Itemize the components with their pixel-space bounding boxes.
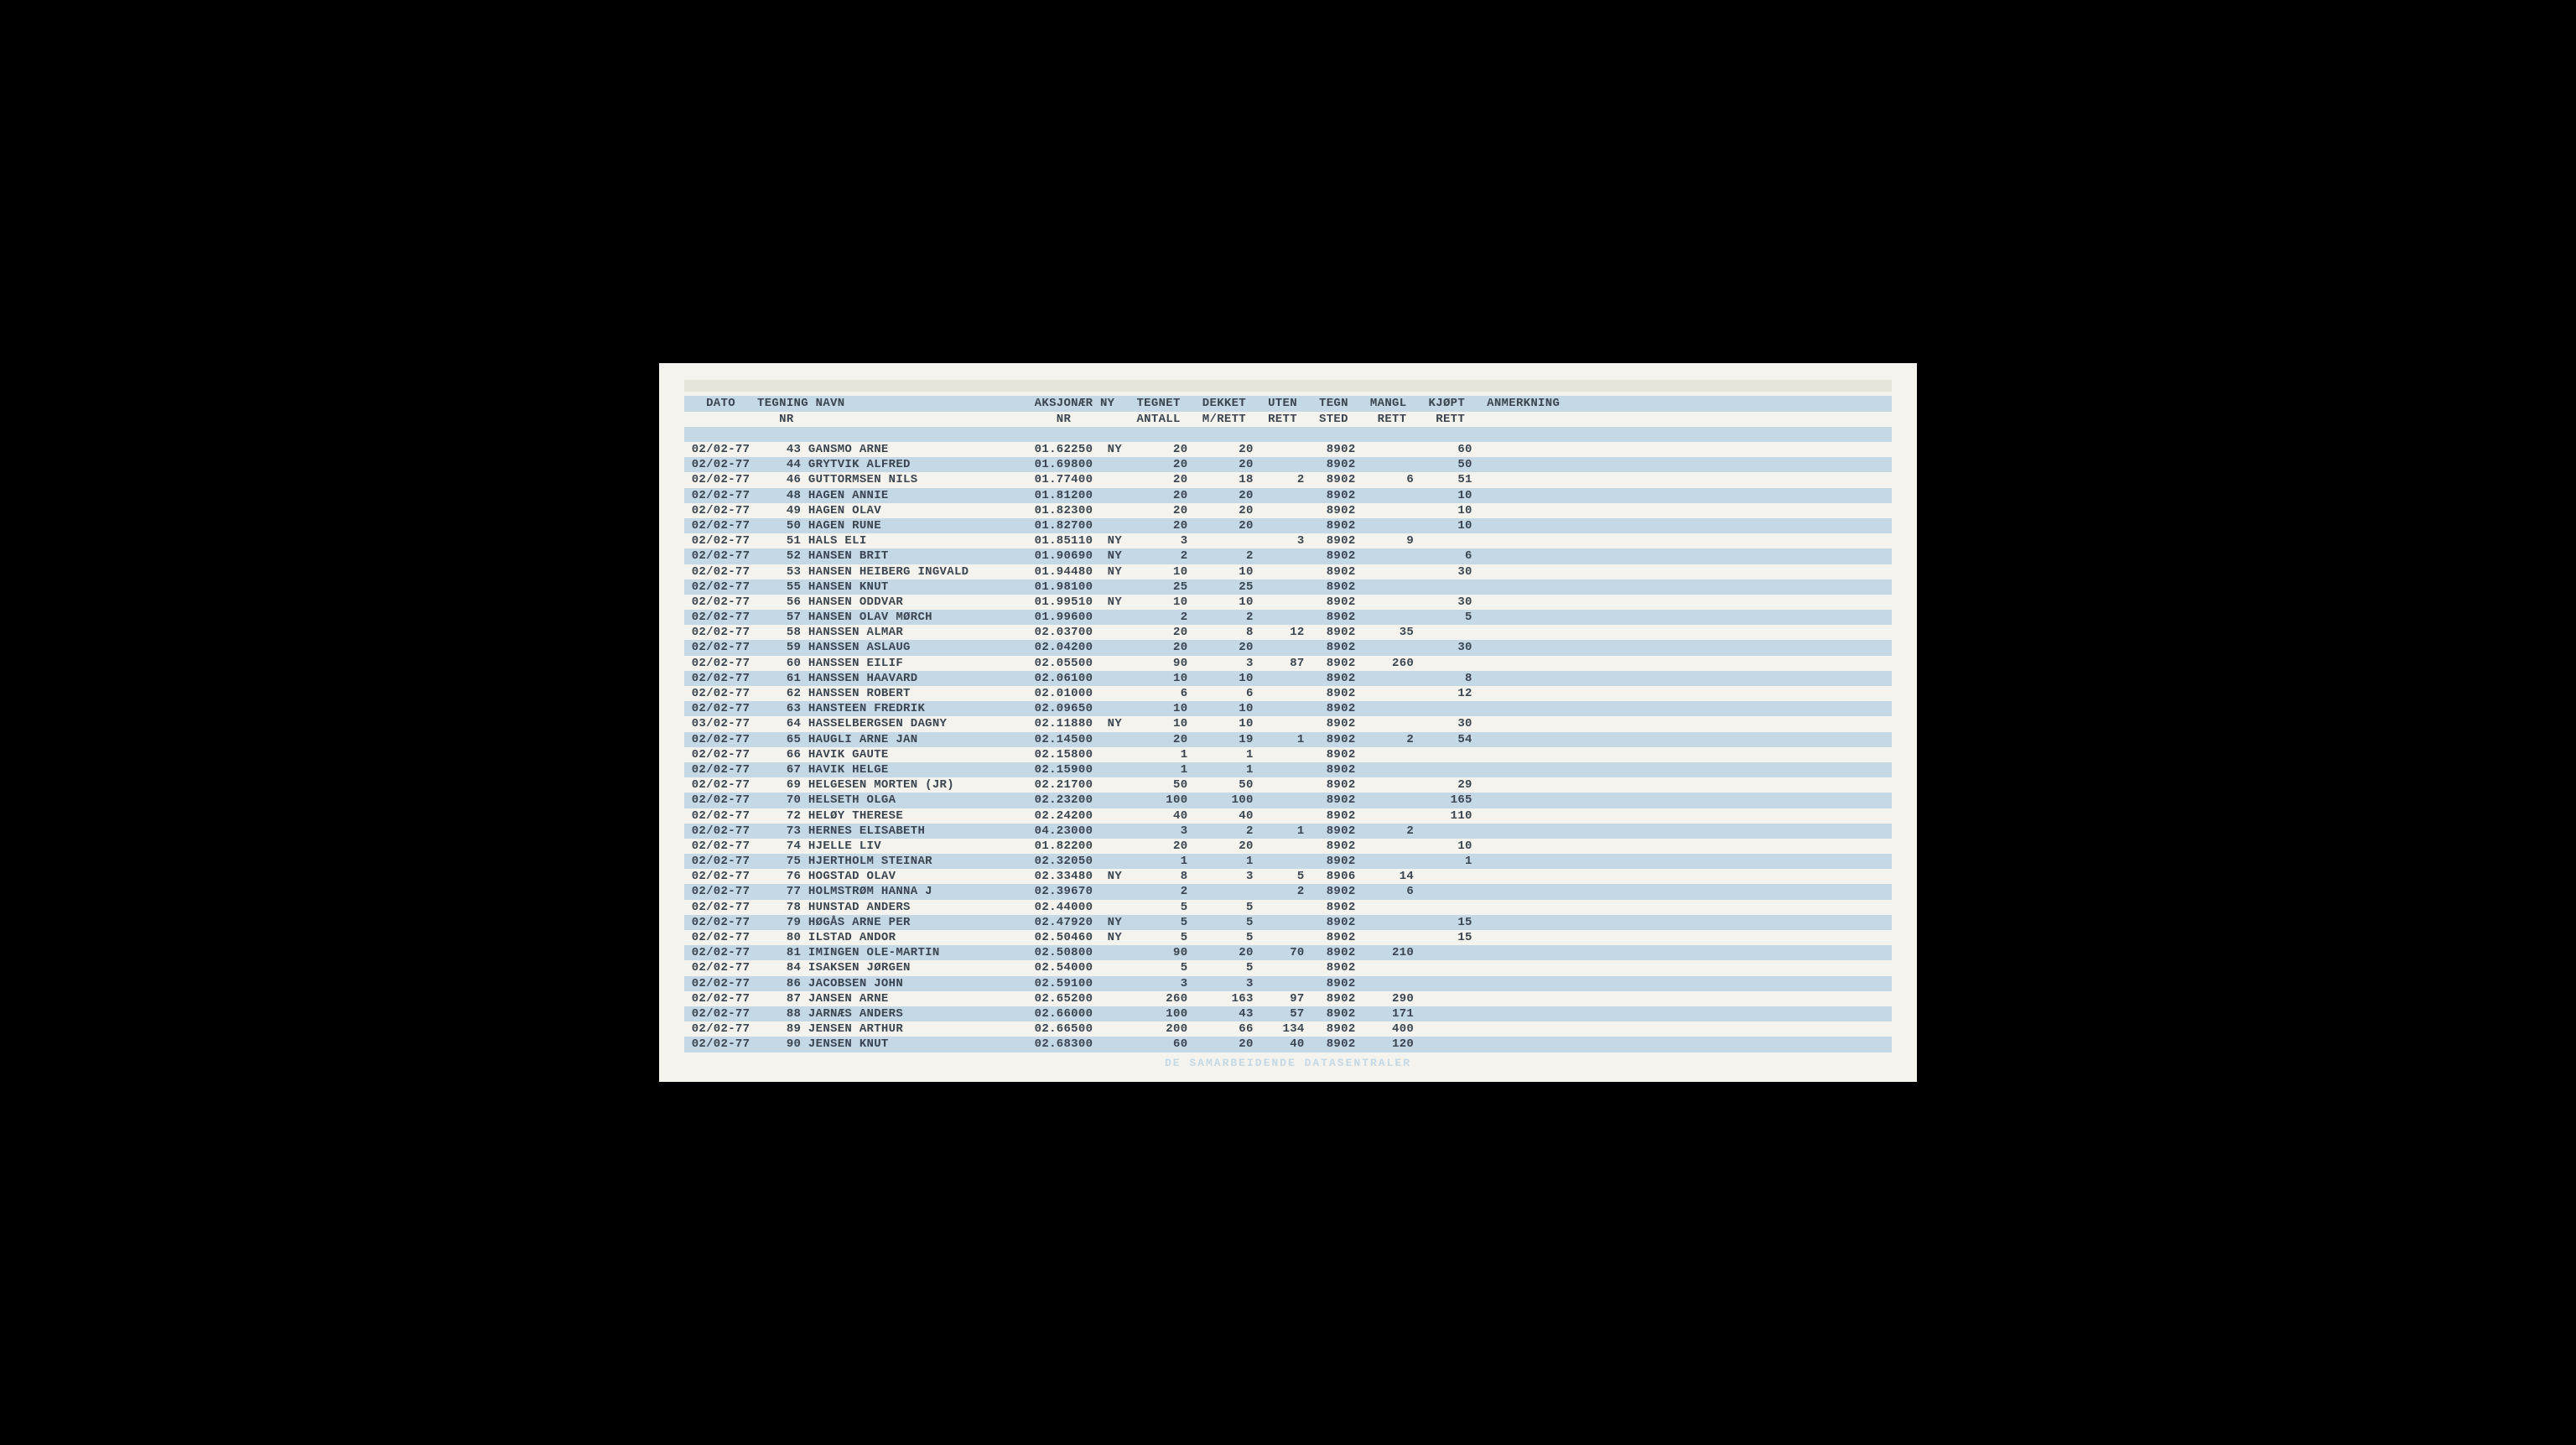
table-row: 02/02-77 75 HJERTHOLM STEINAR 02.32050 1… <box>684 854 1892 869</box>
table-row: 02/02-77 72 HELØY THERESE 02.24200 40 40… <box>684 808 1892 824</box>
table-row: 02/02-77 46 GUTTORMSEN NILS 01.77400 20 … <box>684 472 1892 487</box>
table-row: 02/02-77 50 HAGEN RUNE 01.82700 20 20 89… <box>684 518 1892 533</box>
table-row: 02/02-77 61 HANSSEN HAAVARD 02.06100 10 … <box>684 671 1892 686</box>
table-row: 02/02-77 48 HAGEN ANNIE 01.81200 20 20 8… <box>684 488 1892 503</box>
table-row: 02/02-77 55 HANSEN KNUT 01.98100 25 25 8… <box>684 580 1892 595</box>
blank-line <box>684 427 1892 442</box>
table-row: 02/02-77 78 HUNSTAD ANDERS 02.44000 5 5 … <box>684 900 1892 915</box>
header-line-2: NR NR ANTALL M/RETT RETT STED RETT RETT <box>684 412 1892 427</box>
table-row: 02/02-77 58 HANSSEN ALMAR 02.03700 20 8 … <box>684 625 1892 640</box>
table-row: 02/02-77 84 ISAKSEN JØRGEN 02.54000 5 5 … <box>684 960 1892 975</box>
table-row: 02/02-77 53 HANSEN HEIBERG INGVALD 01.94… <box>684 564 1892 580</box>
table-row: 02/02-77 63 HANSTEEN FREDRIK 02.09650 10… <box>684 701 1892 716</box>
table-row: 02/02-77 70 HELSETH OLGA 02.23200 100 10… <box>684 793 1892 808</box>
table-row: 02/02-77 86 JACOBSEN JOHN 02.59100 3 3 8… <box>684 976 1892 991</box>
table-row: 02/02-77 56 HANSEN ODDVAR 01.99510 NY 10… <box>684 595 1892 610</box>
footer-text: DE SAMARBEIDENDE DATASENTRALER <box>684 1057 1892 1069</box>
table-row: 02/02-77 77 HOLMSTRØM HANNA J 02.39670 2… <box>684 884 1892 899</box>
table-row: 02/02-77 89 JENSEN ARTHUR 02.66500 200 6… <box>684 1021 1892 1037</box>
table-row: 02/02-77 59 HANSSEN ASLAUG 02.04200 20 2… <box>684 640 1892 655</box>
header-line-1: DATO TEGNING NAVN AKSJONÆR NY TEGNET DEK… <box>684 396 1892 411</box>
table-row: 03/02-77 64 HASSELBERGSEN DAGNY 02.11880… <box>684 716 1892 731</box>
table-row: 02/02-77 43 GANSMO ARNE 01.62250 NY 20 2… <box>684 442 1892 457</box>
ruler-top <box>684 380 1892 392</box>
table-row: 02/02-77 62 HANSSEN ROBERT 02.01000 6 6 … <box>684 686 1892 701</box>
table-row: 02/02-77 88 JARNÆS ANDERS 02.66000 100 4… <box>684 1006 1892 1021</box>
table-row: 02/02-77 51 HALS ELI 01.85110 NY 3 3 890… <box>684 533 1892 548</box>
data-rows: 02/02-77 43 GANSMO ARNE 01.62250 NY 20 2… <box>684 442 1892 1053</box>
table-row: 02/02-77 44 GRYTVIK ALFRED 01.69800 20 2… <box>684 457 1892 472</box>
table-row: 02/02-77 74 HJELLE LIV 01.82200 20 20 89… <box>684 839 1892 854</box>
table-row: 02/02-77 81 IMINGEN OLE-MARTIN 02.50800 … <box>684 945 1892 960</box>
table-row: 02/02-77 87 JANSEN ARNE 02.65200 260 163… <box>684 991 1892 1006</box>
table-row: 02/02-77 90 JENSEN KNUT 02.68300 60 20 4… <box>684 1037 1892 1052</box>
report-content: DATO TEGNING NAVN AKSJONÆR NY TEGNET DEK… <box>684 396 1892 1068</box>
table-row: 02/02-77 67 HAVIK HELGE 02.15900 1 1 890… <box>684 762 1892 777</box>
table-row: 02/02-77 60 HANSSEN EILIF 02.05500 90 3 … <box>684 656 1892 671</box>
table-row: 02/02-77 80 ILSTAD ANDOR 02.50460 NY 5 5… <box>684 930 1892 945</box>
table-row: 02/02-77 49 HAGEN OLAV 01.82300 20 20 89… <box>684 503 1892 518</box>
table-row: 02/02-77 57 HANSEN OLAV MØRCH 01.99600 2… <box>684 610 1892 625</box>
printout-paper: DATO TEGNING NAVN AKSJONÆR NY TEGNET DEK… <box>659 363 1917 1081</box>
table-row: 02/02-77 79 HØGÅS ARNE PER 02.47920 NY 5… <box>684 915 1892 930</box>
table-row: 02/02-77 52 HANSEN BRIT 01.90690 NY 2 2 … <box>684 548 1892 564</box>
table-row: 02/02-77 73 HERNES ELISABETH 04.23000 3 … <box>684 824 1892 839</box>
table-row: 02/02-77 65 HAUGLI ARNE JAN 02.14500 20 … <box>684 732 1892 747</box>
table-row: 02/02-77 66 HAVIK GAUTE 02.15800 1 1 890… <box>684 747 1892 762</box>
table-row: 02/02-77 76 HOGSTAD OLAV 02.33480 NY 8 3… <box>684 869 1892 884</box>
table-row: 02/02-77 69 HELGESEN MORTEN (JR) 02.2170… <box>684 777 1892 793</box>
